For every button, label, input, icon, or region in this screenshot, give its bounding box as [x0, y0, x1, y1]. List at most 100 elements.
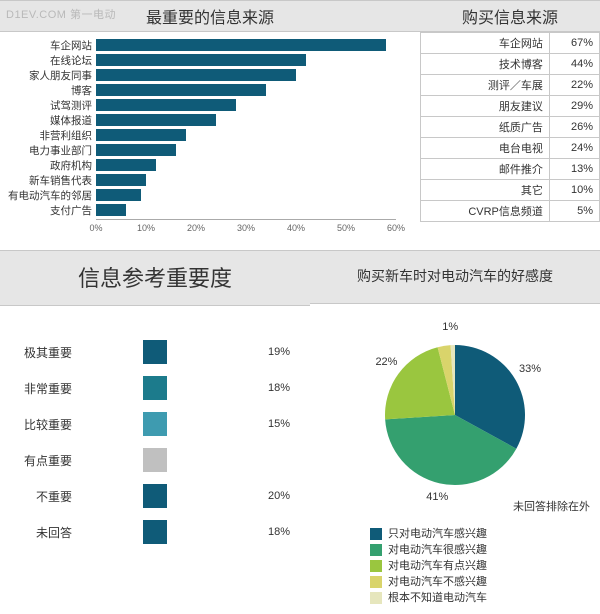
axis-tick: 10%: [137, 223, 155, 233]
bar-track: [96, 203, 396, 217]
bar-label: 在线论坛: [6, 53, 92, 68]
table-cell: 技术博客: [421, 54, 550, 75]
table-cell: 44%: [549, 54, 599, 75]
axis-tick: 50%: [337, 223, 355, 233]
top-row: 最重要的信息来源 车企网站在线论坛家人朋友同事博客试驾测评媒体报道非营利组织电力…: [0, 0, 600, 236]
legend-label: 对电动汽车不感兴趣: [388, 574, 487, 590]
bar-row: 车企网站: [96, 38, 412, 52]
table-cell: 22%: [549, 75, 599, 96]
bar-track: [96, 173, 396, 187]
table-cell: 10%: [549, 180, 599, 201]
pie-legend: 只对电动汽车感兴趣对电动汽车很感兴趣对电动汽车有点兴趣对电动汽车不感兴趣根本不知…: [310, 526, 600, 606]
legend-row: 根本不知道电动汽车: [370, 590, 600, 606]
table-row: 纸质广告26%: [421, 117, 600, 138]
bar-row: 非营利组织: [96, 128, 412, 142]
importance-swatch-cell: [80, 448, 230, 472]
table-cell: 车企网站: [421, 33, 550, 54]
importance-swatch: [143, 412, 167, 436]
table-cell: 24%: [549, 138, 599, 159]
pie-note: 未回答排除在外: [310, 498, 600, 514]
barchart-panel: 最重要的信息来源 车企网站在线论坛家人朋友同事博客试驾测评媒体报道非营利组织电力…: [0, 0, 420, 236]
table-row: 邮件推介13%: [421, 159, 600, 180]
bar: [96, 204, 126, 216]
bar-label: 博客: [6, 83, 92, 98]
pie-body: 33%41%22%1% 未回答排除在外 只对电动汽车感兴趣对电动汽车很感兴趣对电…: [310, 304, 600, 614]
bar-row: 试驾测评: [96, 98, 412, 112]
table-row: 电台电视24%: [421, 138, 600, 159]
bar-row: 媒体报道: [96, 113, 412, 127]
legend-label: 根本不知道电动汽车: [388, 590, 487, 606]
bar-track: [96, 128, 396, 142]
bar-row: 新车销售代表: [96, 173, 412, 187]
pie-callout: 41%: [426, 491, 448, 503]
importance-row: 比较重要15%: [10, 406, 300, 442]
table-cell: CVRP信息频道: [421, 201, 550, 222]
bar-track: [96, 38, 396, 52]
bar-row: 有电动汽车的邻居: [96, 188, 412, 202]
pie-callout: 22%: [375, 356, 397, 368]
table-cell: 26%: [549, 117, 599, 138]
table-cell: 13%: [549, 159, 599, 180]
importance-swatch: [143, 340, 167, 364]
pie-panel: 购买新车时对电动汽车的好感度 33%41%22%1% 未回答排除在外 只对电动汽…: [310, 250, 600, 614]
importance-label: 非常重要: [10, 380, 80, 397]
pie-svg: [380, 340, 530, 490]
spacer: [0, 236, 600, 250]
pie-callout: 1%: [442, 321, 458, 333]
importance-row: 极其重要19%: [10, 334, 300, 370]
importance-label: 未回答: [10, 524, 80, 541]
bar-label: 电力事业部门: [6, 143, 92, 158]
importance-title: 信息参考重要度: [0, 250, 310, 306]
table-cell: 纸质广告: [421, 117, 550, 138]
bar: [96, 144, 176, 156]
table-row: 朋友建议29%: [421, 96, 600, 117]
axis-tick: 20%: [187, 223, 205, 233]
importance-pct: 20%: [230, 490, 290, 502]
table-cell: 测评／车展: [421, 75, 550, 96]
importance-swatch-cell: [80, 340, 230, 364]
importance-row: 未回答 18%: [10, 514, 300, 550]
bar-row: 博客: [96, 83, 412, 97]
bar-track: [96, 83, 396, 97]
table-cell: 67%: [549, 33, 599, 54]
bar-axis: 0%10%20%30%40%50%60%: [96, 219, 396, 237]
bar-label: 车企网站: [6, 38, 92, 53]
importance-swatch: [143, 448, 167, 472]
bar-label: 政府机构: [6, 158, 92, 173]
info-table-panel: 购买信息来源 车企网站67%技术博客44%测评／车展22%朋友建议29%纸质广告…: [420, 0, 600, 236]
importance-pct: 18%: [230, 382, 290, 394]
barchart-area: 车企网站在线论坛家人朋友同事博客试驾测评媒体报道非营利组织电力事业部门政府机构新…: [0, 32, 420, 236]
bar: [96, 69, 296, 81]
importance-swatch: [143, 376, 167, 400]
bottom-row: 信息参考重要度 极其重要19%非常重要18%比较重要15%有点重要不重要20%未…: [0, 250, 600, 614]
legend-row: 对电动汽车很感兴趣: [370, 542, 600, 558]
table-cell: 朋友建议: [421, 96, 550, 117]
importance-pct: 15%: [230, 418, 290, 430]
table-cell: 29%: [549, 96, 599, 117]
legend-label: 对电动汽车有点兴趣: [388, 558, 487, 574]
importance-swatch: [143, 520, 167, 544]
importance-pct: 18%: [230, 526, 290, 538]
table-row: 其它10%: [421, 180, 600, 201]
importance-body: 极其重要19%非常重要18%比较重要15%有点重要不重要20%未回答18%: [0, 306, 310, 560]
bar-row: 在线论坛: [96, 53, 412, 67]
legend-swatch: [370, 592, 382, 604]
bar: [96, 189, 141, 201]
bar-label: 试驾测评: [6, 98, 92, 113]
info-table-title: 购买信息来源: [420, 0, 600, 32]
pie-callout: 33%: [519, 363, 541, 375]
bar-label: 非营利组织: [6, 128, 92, 143]
info-table: 车企网站67%技术博客44%测评／车展22%朋友建议29%纸质广告26%电台电视…: [420, 32, 600, 222]
bar-row: 电力事业部门: [96, 143, 412, 157]
bar-label: 支付广告: [6, 203, 92, 218]
bar-label: 新车销售代表: [6, 173, 92, 188]
table-cell: 邮件推介: [421, 159, 550, 180]
axis-tick: 30%: [237, 223, 255, 233]
table-row: 技术博客44%: [421, 54, 600, 75]
importance-pct: 19%: [230, 346, 290, 358]
importance-swatch-cell: [80, 520, 230, 544]
importance-swatch-cell: [80, 376, 230, 400]
bar-row: 政府机构: [96, 158, 412, 172]
legend-label: 只对电动汽车感兴趣: [388, 526, 487, 542]
importance-swatch-cell: [80, 412, 230, 436]
